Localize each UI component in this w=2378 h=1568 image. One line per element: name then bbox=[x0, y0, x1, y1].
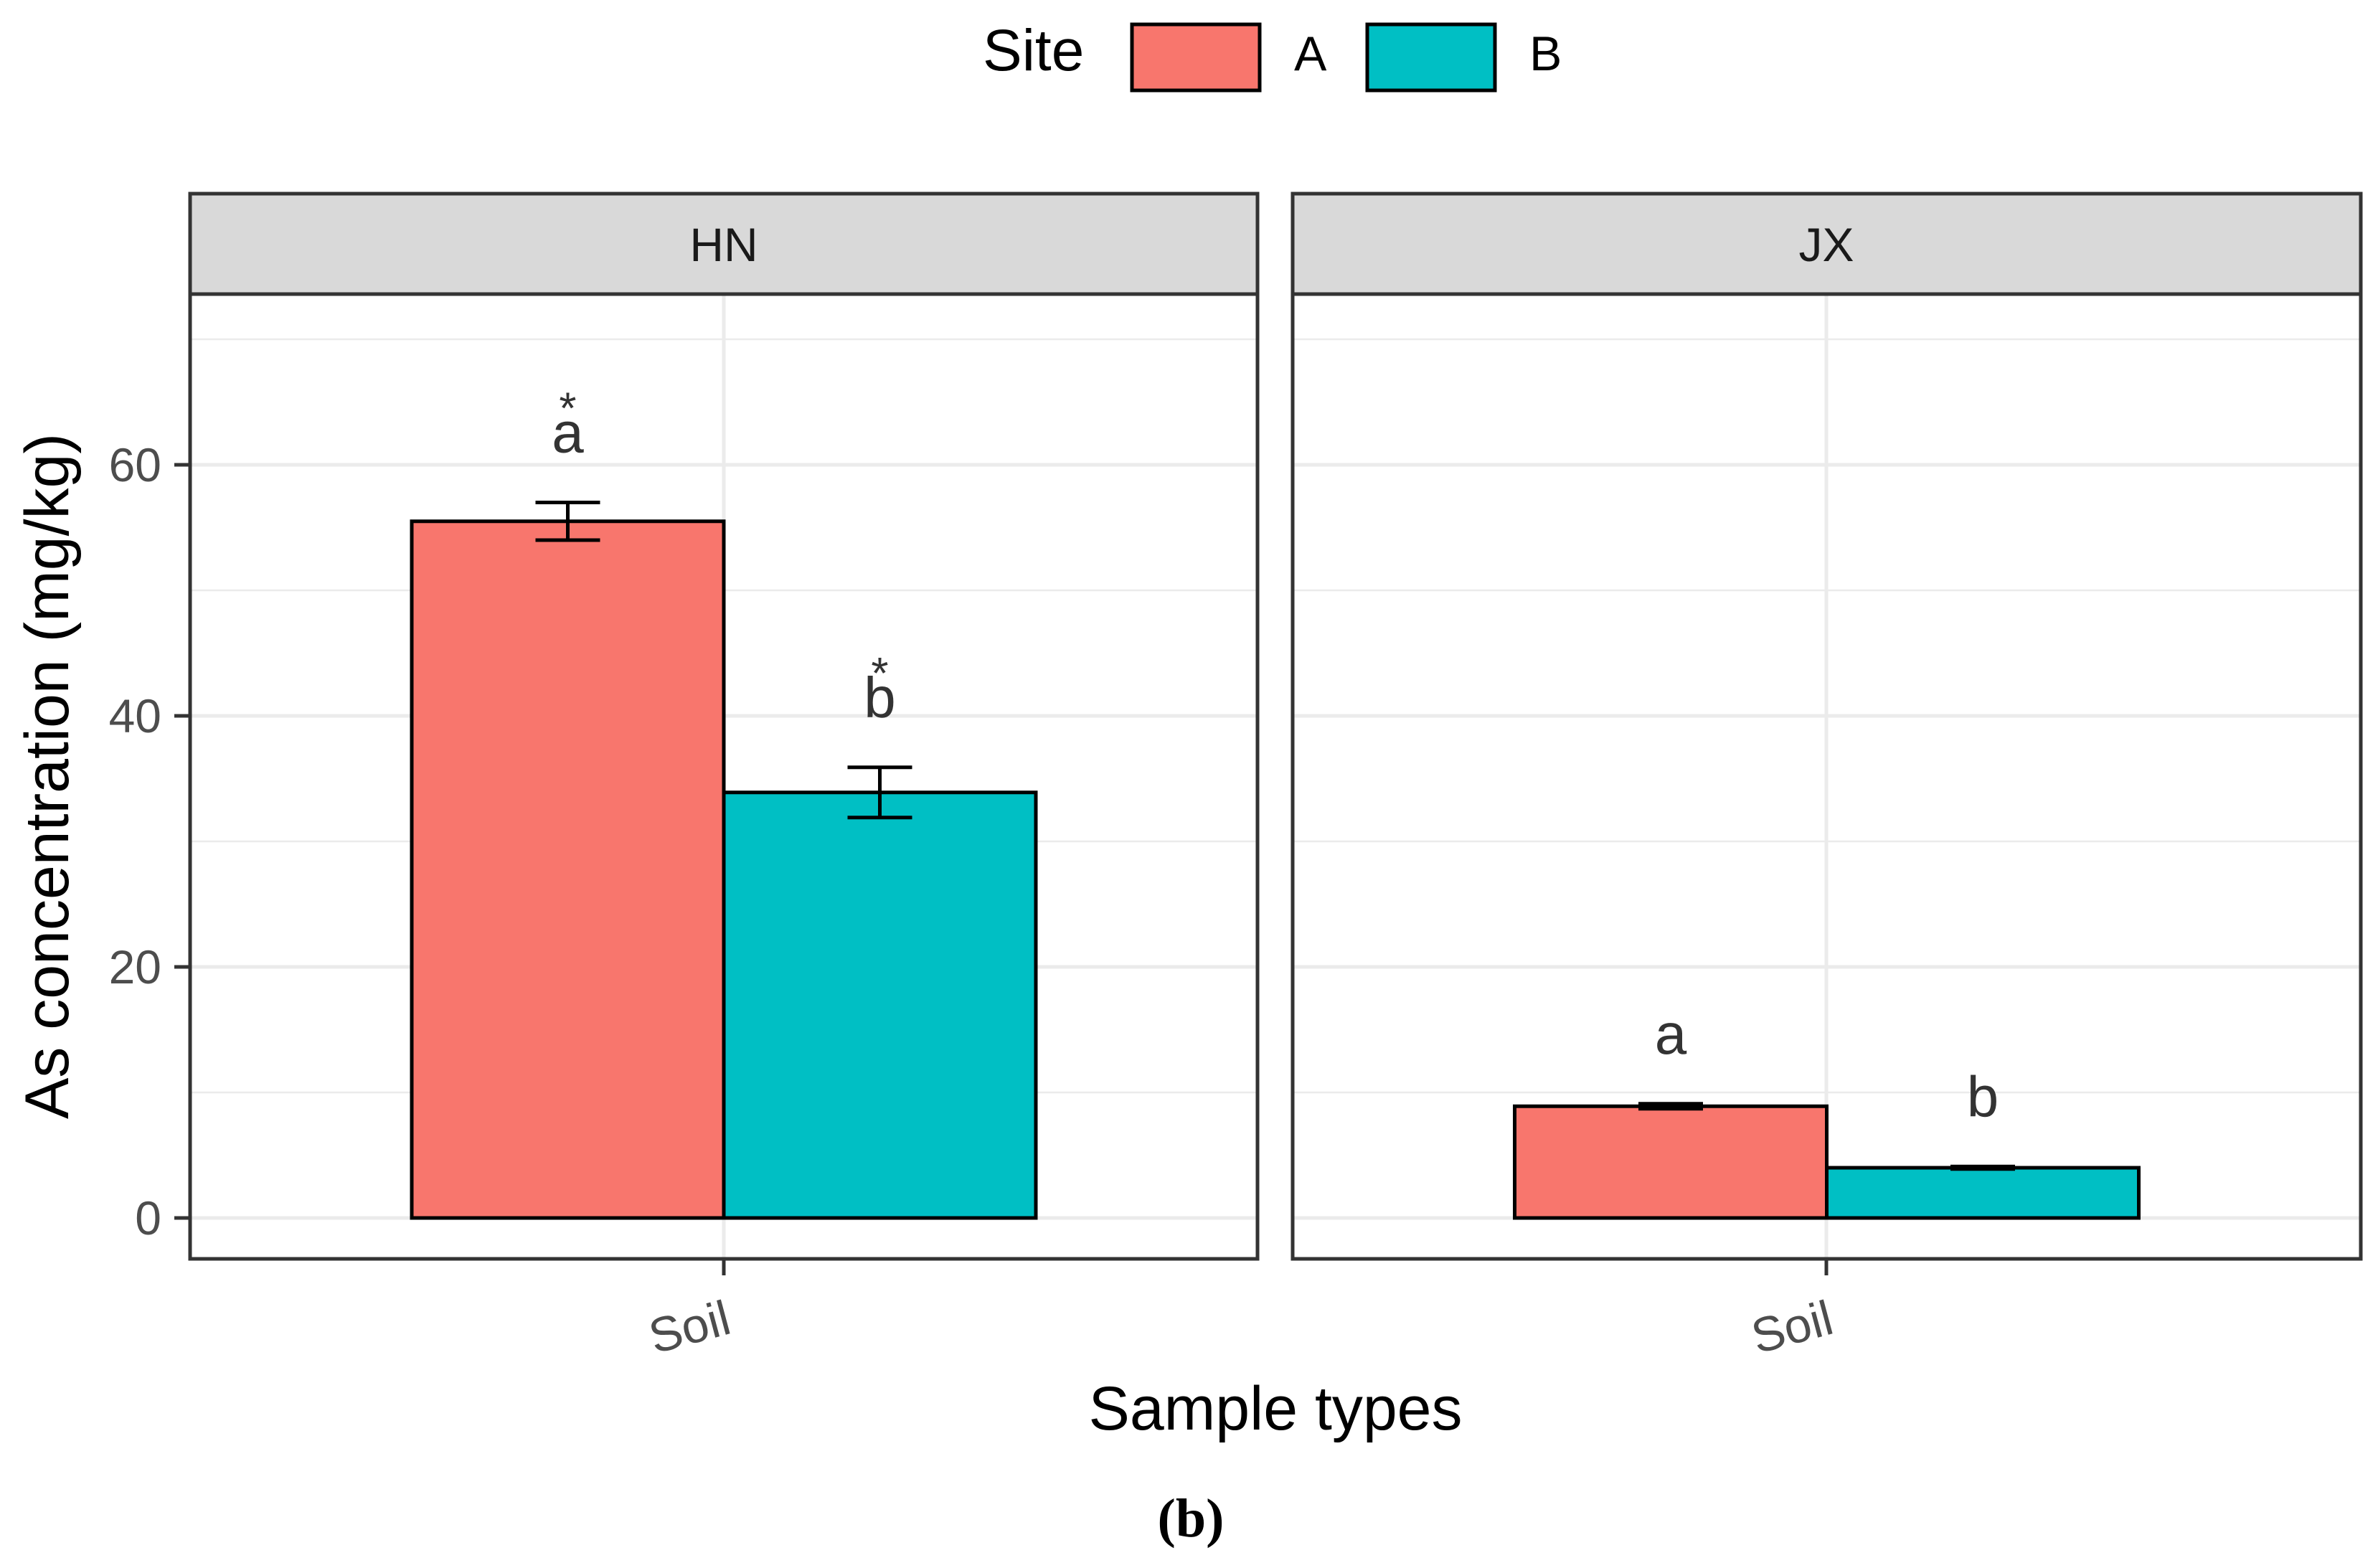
legend-key-a[interactable] bbox=[1130, 22, 1262, 93]
bar-hn-b[interactable] bbox=[722, 790, 1038, 1220]
panel-hn-title: HN bbox=[689, 218, 758, 271]
panel-jx-strip bbox=[1291, 192, 2363, 296]
panel-jx-x-tick-label: Soil bbox=[1746, 1290, 1839, 1364]
letter-label-hn-b: b bbox=[864, 666, 896, 729]
legend-key-b[interactable] bbox=[1365, 22, 1497, 93]
letter-label-hn-a: a bbox=[552, 401, 584, 465]
significance-star-hn-b: * bbox=[871, 649, 888, 699]
panel-jx-marks: ab bbox=[1513, 1002, 2141, 1220]
y-axis-title: As concentration (mg/kg) bbox=[13, 433, 82, 1119]
letter-label-jx-b: b bbox=[1967, 1064, 1999, 1128]
legend-title: Site bbox=[983, 18, 1084, 83]
figure-caption: (b) bbox=[1158, 1488, 1225, 1549]
error-bar-hn-b bbox=[847, 765, 912, 820]
bar-jx-b[interactable] bbox=[1825, 1166, 2141, 1220]
y-tick-label-60: 60 bbox=[109, 438, 161, 491]
panel-hn-strip bbox=[188, 192, 1260, 296]
y-tick-label-40: 40 bbox=[109, 689, 161, 742]
error-bar-jx-b bbox=[1950, 1164, 2015, 1171]
panel-jx-title: JX bbox=[1798, 218, 1854, 271]
panel-hn-marks: a*b* bbox=[410, 384, 1038, 1220]
error-bar-jx-a bbox=[1638, 1102, 1703, 1111]
legend-label-a: A bbox=[1294, 27, 1327, 81]
y-tick-label-0: 0 bbox=[135, 1191, 161, 1245]
x-axis-title: Sample types bbox=[1088, 1374, 1462, 1443]
y-axis: 0 20 40 60 bbox=[109, 438, 190, 1245]
panel-hn: HN a*b* Soil bbox=[188, 192, 1260, 1364]
panel-hn-x-tick-label: Soil bbox=[643, 1290, 736, 1364]
legend: Site A B bbox=[983, 18, 1562, 93]
y-tick-label-20: 20 bbox=[109, 940, 161, 993]
legend-label-b: B bbox=[1529, 27, 1562, 81]
error-bar-hn-a bbox=[535, 501, 600, 542]
letter-label-jx-a: a bbox=[1655, 1002, 1687, 1066]
bar-jx-a[interactable] bbox=[1513, 1104, 1829, 1220]
panel-jx: JX ab Soil bbox=[1291, 192, 2363, 1364]
significance-star-hn-a: * bbox=[559, 384, 576, 434]
bar-hn-a[interactable] bbox=[410, 519, 726, 1220]
